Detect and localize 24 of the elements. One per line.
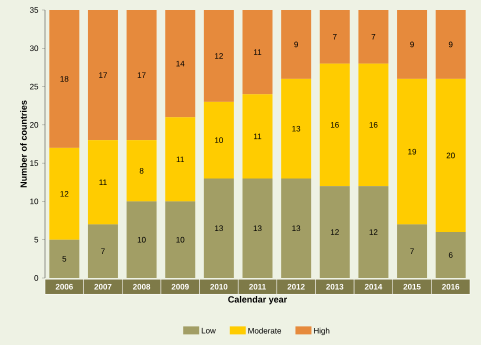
bar	[88, 140, 118, 224]
bar	[320, 64, 350, 186]
bar	[397, 78, 428, 224]
y-axis-title: Number of countries	[20, 100, 27, 188]
bar	[358, 64, 388, 186]
bar	[126, 10, 157, 140]
bar	[281, 78, 312, 178]
bar	[242, 94, 273, 178]
bar	[165, 117, 196, 202]
x-axis-title: Calendar year	[228, 296, 288, 304]
bar	[49, 148, 80, 240]
bar	[242, 10, 273, 94]
bar	[49, 10, 80, 148]
bar	[358, 10, 388, 64]
bar	[320, 10, 350, 64]
bar	[397, 10, 428, 79]
bar	[436, 78, 466, 232]
bar	[204, 10, 234, 102]
bar	[204, 102, 234, 178]
bar	[436, 10, 466, 79]
bar	[126, 140, 157, 202]
bar	[88, 10, 118, 140]
bar	[281, 10, 312, 79]
bar	[165, 10, 196, 118]
